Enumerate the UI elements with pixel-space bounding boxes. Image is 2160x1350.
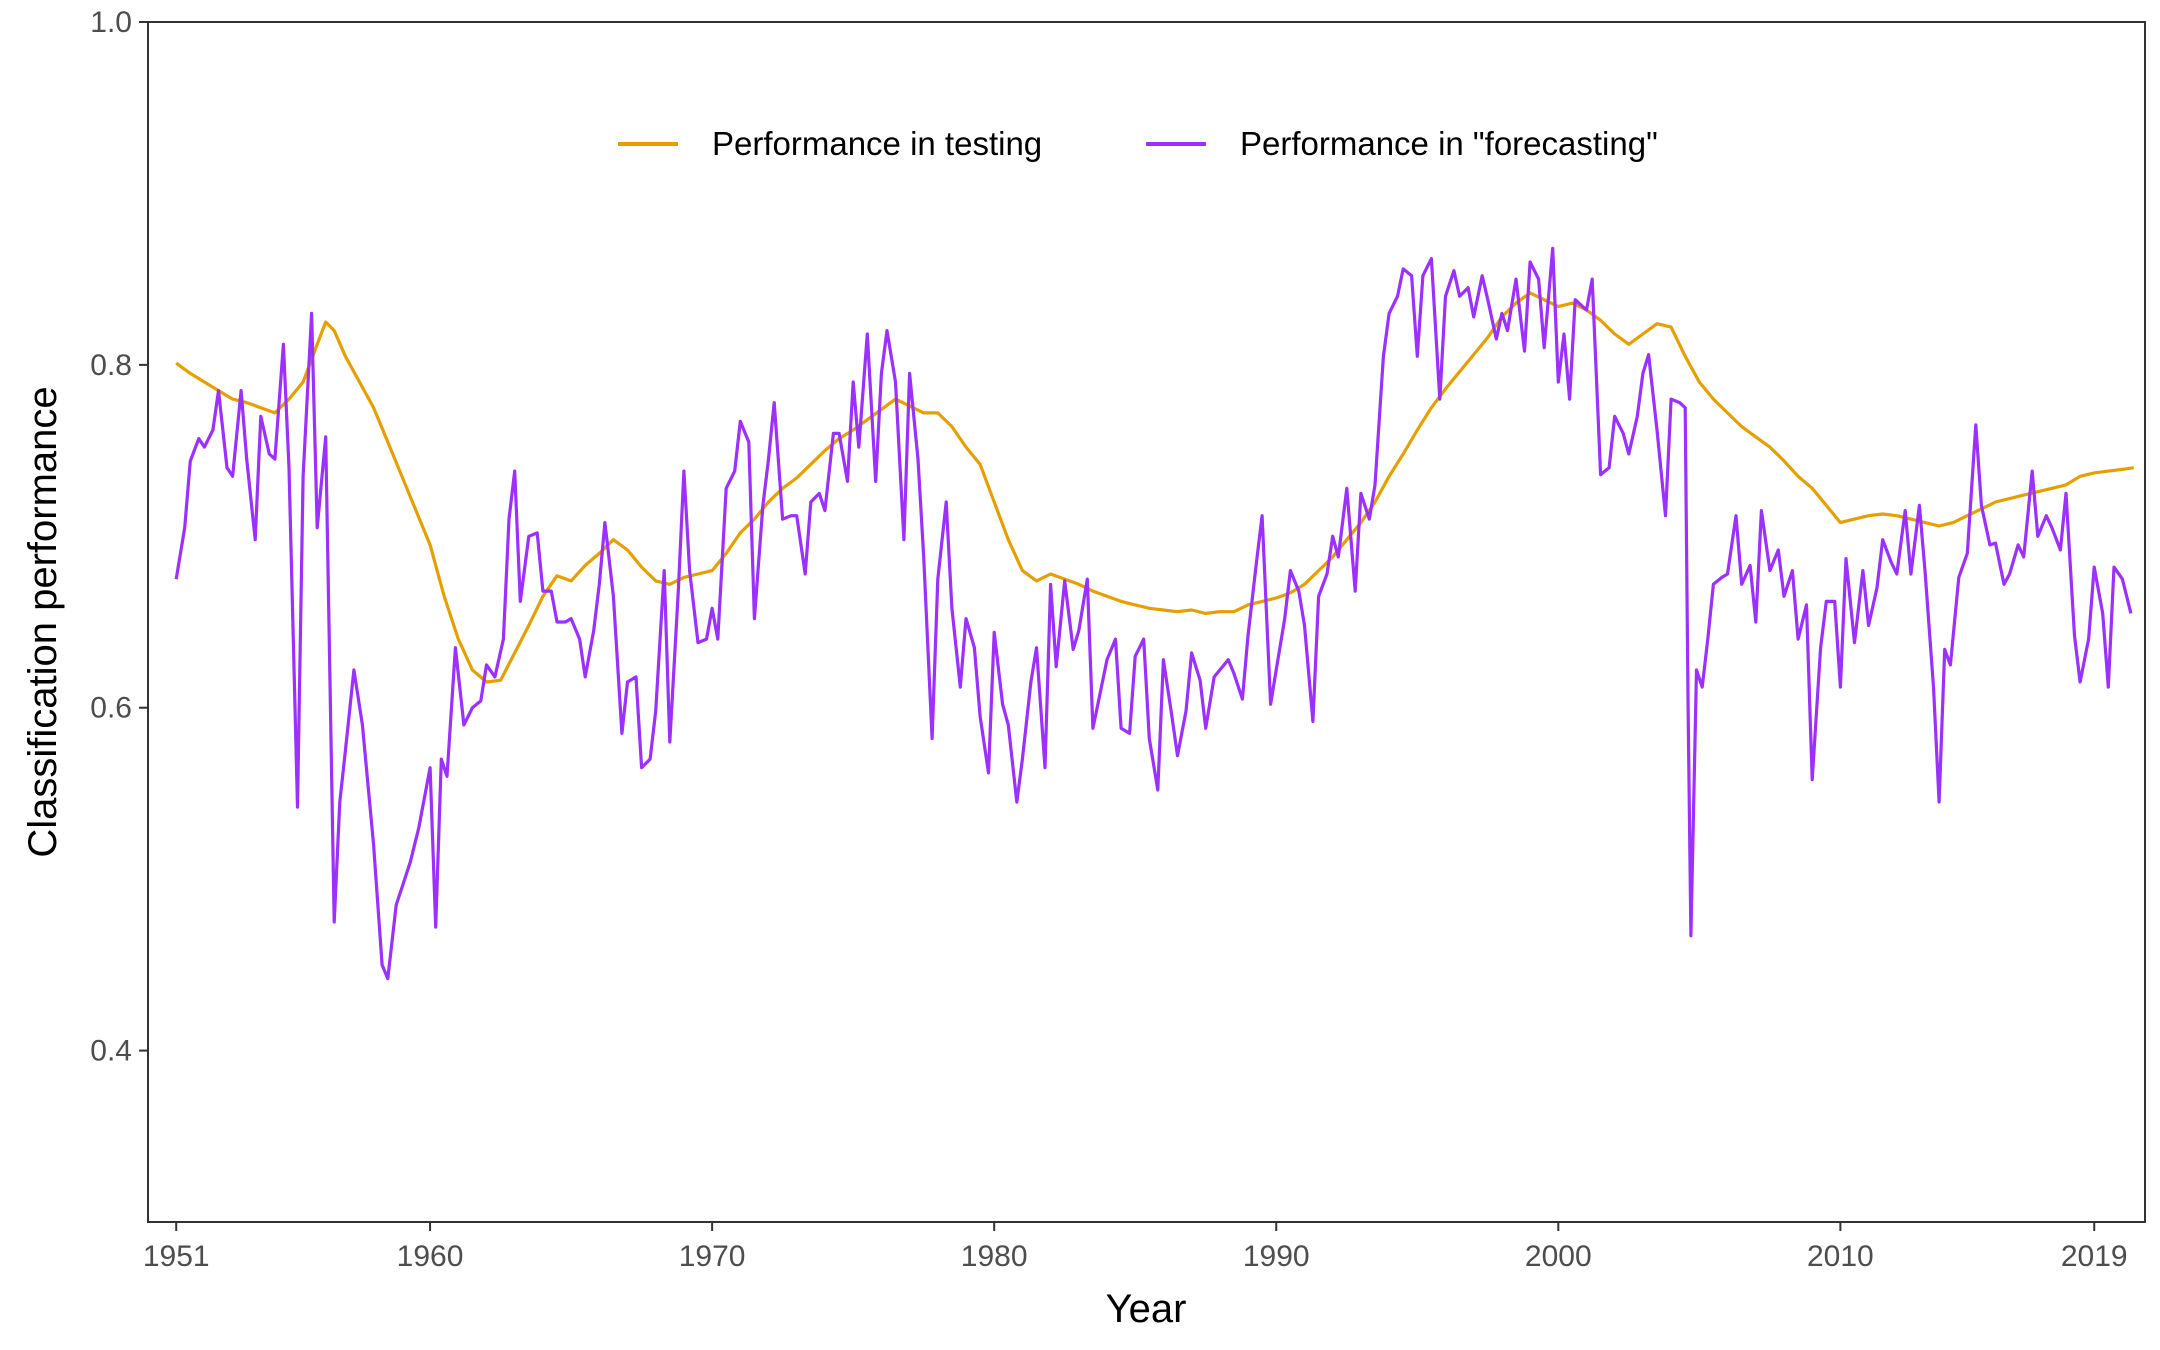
x-axis-title: Year	[1106, 1287, 1187, 1331]
legend-label-forecasting: Performance in "forecasting"	[1240, 125, 1658, 162]
y-axis-title: Classification performance	[21, 386, 65, 857]
x-tick-label-4: 1990	[1243, 1240, 1310, 1273]
series-line-0	[175, 291, 2134, 684]
y-tick-label-1: 0.6	[90, 692, 132, 725]
legend-label-testing: Performance in testing	[712, 125, 1042, 162]
plot-panel	[147, 21, 2146, 1223]
x-axis: 1951 1960 1970 1980 1990 2000 2010 2019	[143, 1222, 2128, 1273]
legend: Performance in testing Performance in "f…	[618, 125, 1658, 162]
y-tick-label-3: 1.0	[90, 6, 132, 39]
y-tick-label-2: 0.8	[90, 349, 132, 382]
x-tick-label-3: 1980	[961, 1240, 1028, 1273]
x-tick-label-7: 2019	[2061, 1240, 2128, 1273]
series-line-1	[174, 246, 2133, 981]
y-tick-label-0: 0.4	[90, 1035, 132, 1068]
x-tick-label-1: 1960	[397, 1240, 464, 1273]
x-tick-label-0: 1951	[143, 1240, 210, 1273]
series-layer	[174, 246, 2134, 981]
y-axis: 0.4 0.6 0.8 1.0	[90, 6, 148, 1068]
x-tick-label-5: 2000	[1525, 1240, 1592, 1273]
x-tick-label-6: 2010	[1807, 1240, 1874, 1273]
x-tick-label-2: 1970	[679, 1240, 746, 1273]
